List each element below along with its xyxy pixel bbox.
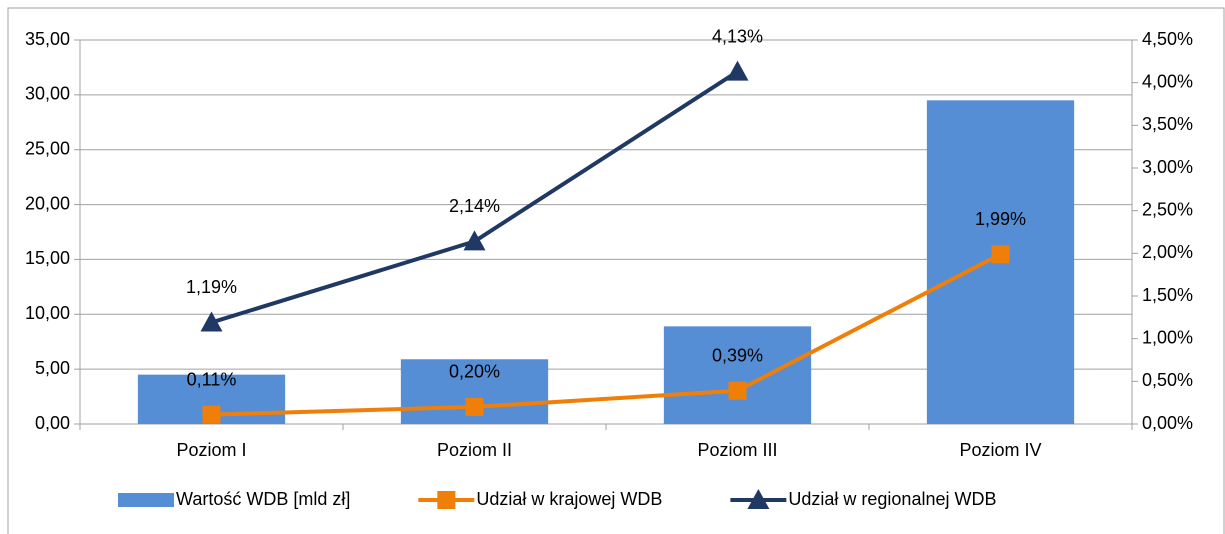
line-marker — [728, 381, 747, 400]
x-tick-label: Poziom III — [697, 440, 777, 460]
legend-swatch — [118, 493, 174, 507]
bar — [663, 326, 812, 424]
y2-tick-label: 1,50% — [1142, 285, 1193, 305]
y2-tick-label: 0,50% — [1142, 370, 1193, 390]
y-tick-label: 5,00 — [35, 358, 70, 378]
y2-tick-label: 2,50% — [1142, 199, 1193, 219]
data-label: 0,11% — [187, 369, 237, 389]
line — [211, 252, 1002, 417]
data-label: 4,13% — [712, 26, 763, 46]
legend-label: Wartość WDB [mld zł] — [176, 489, 350, 509]
y2-tick-label: 3,00% — [1142, 157, 1193, 177]
y2-tick-label: 4,00% — [1142, 71, 1193, 91]
data-label: 0,39% — [712, 345, 763, 365]
x-tick-label: Poziom I — [176, 440, 246, 460]
y2-tick-label: 0,00% — [1142, 413, 1193, 433]
y2-tick-label: 2,00% — [1142, 242, 1193, 262]
data-label: 1,99% — [975, 209, 1026, 229]
legend-marker — [747, 489, 770, 509]
y-tick-label: 0,00 — [35, 413, 70, 433]
data-label: 1,19% — [186, 277, 237, 297]
y-tick-label: 35,00 — [25, 29, 70, 49]
line-marker — [200, 311, 223, 332]
legend-label: Udział w regionalnej WDB — [788, 489, 996, 509]
y-tick-label: 25,00 — [25, 138, 70, 158]
x-tick-label: Poziom IV — [959, 440, 1041, 460]
line-marker — [991, 245, 1010, 264]
y-tick-label: 20,00 — [25, 193, 70, 213]
y-tick-label: 15,00 — [25, 248, 70, 268]
line-marker — [202, 405, 221, 424]
y-tick-label: 10,00 — [25, 303, 70, 323]
y-tick-label: 30,00 — [25, 84, 70, 104]
y2-tick-label: 4,50% — [1142, 29, 1193, 49]
y2-tick-label: 1,00% — [1142, 327, 1193, 347]
x-tick-label: Poziom II — [437, 440, 512, 460]
legend-marker — [437, 491, 456, 509]
line-marker — [726, 60, 749, 81]
data-label: 2,14% — [449, 196, 500, 216]
data-label: 0,20% — [449, 362, 500, 382]
chart-frame — [7, 7, 1225, 534]
line-marker — [465, 397, 484, 416]
legend-label: Udział w krajowej WDB — [476, 489, 662, 509]
line-marker — [463, 230, 486, 251]
y2-tick-label: 3,50% — [1142, 114, 1193, 134]
